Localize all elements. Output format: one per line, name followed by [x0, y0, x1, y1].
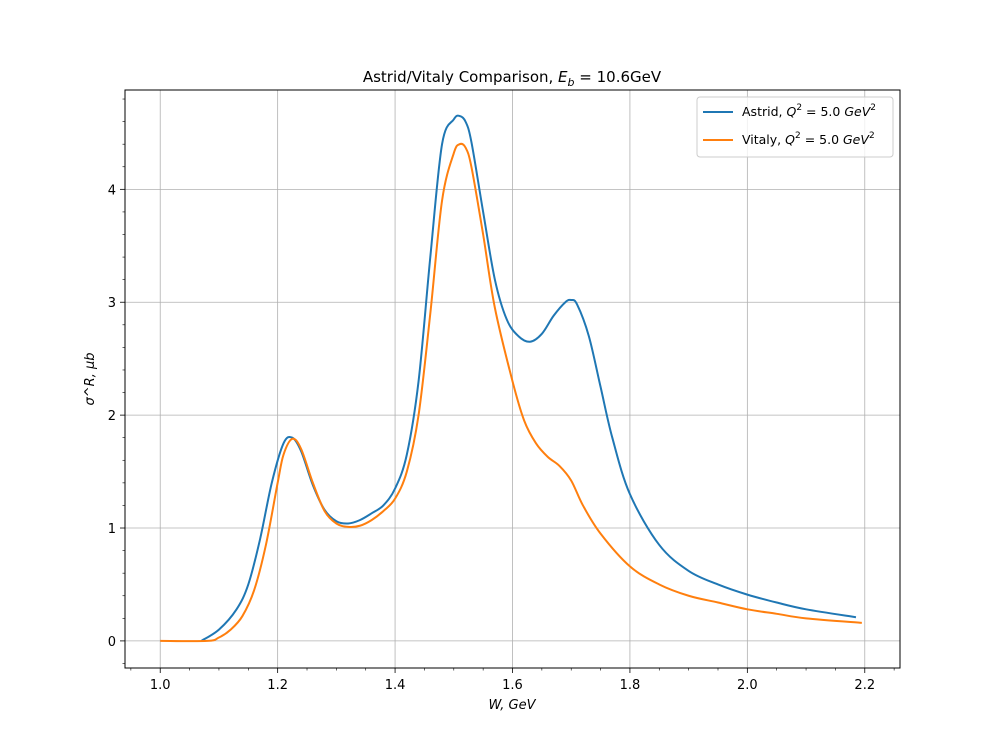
grid: [125, 90, 900, 668]
chart-title: Astrid/Vitaly Comparison, Eb = 10.6GeV: [363, 68, 662, 89]
legend-label-astrid: Astrid, Q2 = 5.0 GeV2: [742, 103, 876, 119]
x-tick-label: 2.0: [737, 678, 758, 693]
x-tick-label: 1.6: [502, 678, 523, 693]
y-tick-label: 2: [108, 409, 116, 424]
series-line-vitaly: [160, 142, 862, 643]
y-tick-label: 0: [108, 635, 116, 650]
y-tick-label: 4: [108, 183, 116, 198]
x-tick-label: 1.2: [267, 678, 288, 693]
ticks: 1.0 1.2 1.4 1.6 1.8 2.0 2.2 0 1 2 3 4: [108, 98, 895, 693]
x-tick-label: 1.8: [620, 678, 641, 693]
legend-box: [696, 96, 894, 158]
series-layer: [160, 114, 862, 643]
y-axis-label: σ^R, μb: [83, 353, 98, 406]
y-tick-label: 1: [108, 522, 116, 537]
x-tick-label: 2.2: [854, 678, 875, 693]
x-tick-label: 1.4: [385, 678, 406, 693]
legend: Astrid, Q2 = 5.0 GeV2 Vitaly, Q2 = 5.0 G…: [696, 96, 894, 158]
legend-label-vitaly: Vitaly, Q2 = 5.0 GeV2: [742, 131, 875, 147]
y-tick-label: 3: [108, 296, 116, 311]
x-tick-label: 1.0: [150, 678, 171, 693]
x-axis-label: W, GeV: [488, 698, 536, 713]
